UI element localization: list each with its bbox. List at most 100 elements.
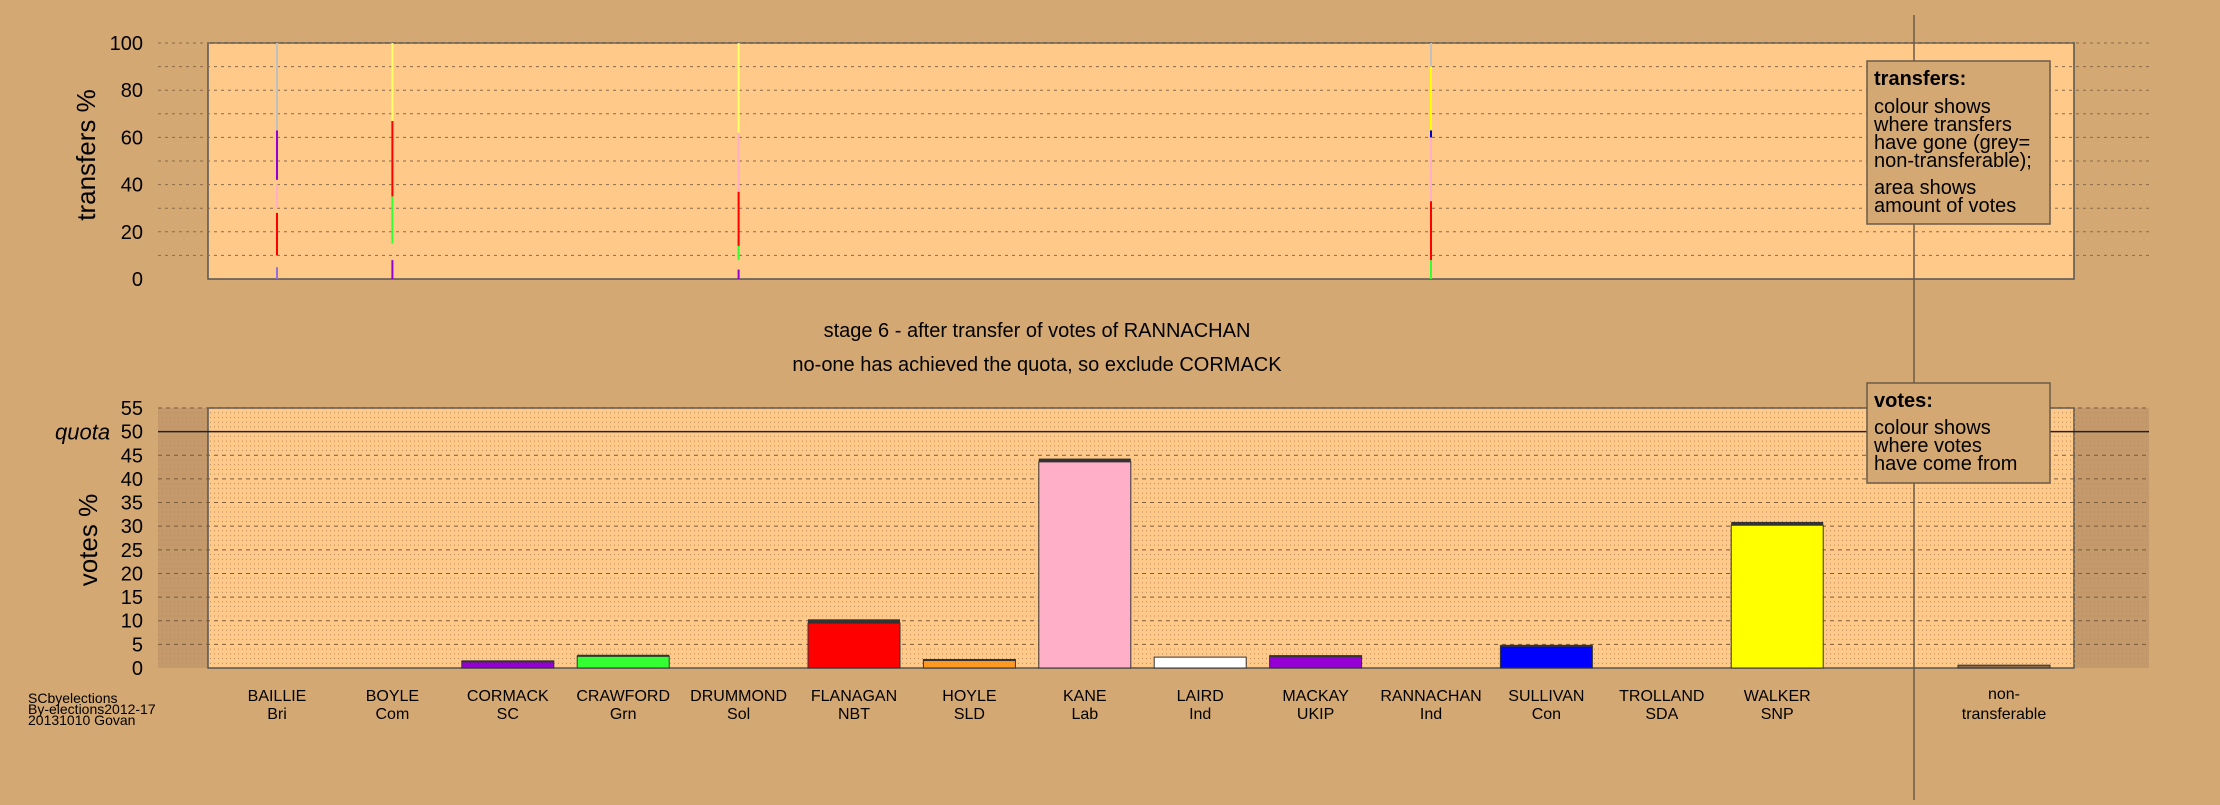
vote-bar <box>576 655 670 669</box>
transfers-legend-line: non-transferable); <box>1874 150 2032 172</box>
y-tick-label: 45 <box>121 445 143 467</box>
votes-legend-line: colour shows <box>1874 417 1991 439</box>
transfer-strip-segment <box>391 196 394 244</box>
votes-legend-box <box>1866 382 2051 484</box>
transfers-legend-title: transfers: <box>1874 68 1966 90</box>
non-transferable-label: non- <box>1988 686 2020 703</box>
credit-line: By-elections2012-17 <box>28 701 156 717</box>
credit-line: SCbyelections <box>28 690 118 706</box>
non-transferable-bar <box>1957 664 2051 669</box>
transfer-strip-segment <box>737 43 740 133</box>
y-tick-label: 80 <box>121 80 143 102</box>
y-tick-label: 0 <box>132 658 143 680</box>
transfer-strip-segment <box>391 120 394 197</box>
y-tick-label: 60 <box>121 127 143 149</box>
candidate-party: Lab <box>1071 706 1098 723</box>
transfer-strip-segment <box>1430 201 1432 261</box>
candidate-party: SNP <box>1761 706 1794 723</box>
y-tick-label: 50 <box>121 422 143 444</box>
transfer-strip-segment <box>276 130 278 180</box>
vote-bar-transfer <box>1269 655 1362 658</box>
vote-bar <box>1499 645 1593 669</box>
credit-line: 20131010 Govan <box>28 712 135 728</box>
y-tick-label: 20 <box>121 222 143 244</box>
vote-bar <box>1038 461 1132 669</box>
candidate-name: KANE <box>1063 688 1107 705</box>
candidate-name: LAIRD <box>1177 688 1224 705</box>
vote-bar-transfer <box>577 654 670 657</box>
transfers-legend: transfers: colour shows where transfers … <box>1866 60 2051 225</box>
y-tick-label: 25 <box>121 540 143 562</box>
vote-bar-transfer <box>461 660 554 663</box>
transfer-strip-segment <box>276 267 278 279</box>
candidate-party: Con <box>1532 706 1561 723</box>
vote-bar <box>1730 524 1824 669</box>
transfer-strip-segment <box>737 269 740 279</box>
candidate-name: BAILLIE <box>248 688 307 705</box>
candidate-name: MACKAY <box>1282 688 1349 705</box>
candidate-party: UKIP <box>1297 706 1334 723</box>
transfer-strip-segment <box>276 212 278 256</box>
candidate-party: Sol <box>727 706 750 723</box>
y-tick-label: 0 <box>132 269 143 291</box>
votes-legend-line: have come from <box>1874 453 2017 475</box>
transfer-strip-segment <box>1430 260 1432 279</box>
candidate-name: CORMACK <box>467 688 549 705</box>
transfer-strip-segment <box>391 260 394 279</box>
transfer-strip-segment <box>1430 66 1432 131</box>
votes-margin-right <box>2074 408 2149 668</box>
quota-label: quota <box>55 420 110 445</box>
votes-margin-left <box>158 408 208 668</box>
votes-legend-line: where votes <box>1873 435 1982 457</box>
transfers-legend-box <box>1866 60 2051 225</box>
vote-bar-transfer <box>923 659 1016 662</box>
transfers-y-ticks: 0 20 40 60 80 100 <box>110 33 143 291</box>
transfers-gridlines <box>158 42 2149 256</box>
votes-legend: votes: colour shows where votes have com… <box>1866 382 2051 484</box>
vote-bar-transfer <box>808 619 900 624</box>
vote-bar-transfer <box>1038 458 1131 462</box>
candidate-name: DRUMMOND <box>690 688 787 705</box>
transfers-legend-line: where transfers <box>1873 114 2012 136</box>
transfer-strip-segment <box>1430 137 1432 202</box>
y-tick-label: 15 <box>121 587 143 609</box>
stage-title: stage 6 - after transfer of votes of RAN… <box>824 320 1251 342</box>
y-tick-label: 40 <box>121 175 143 197</box>
transfer-strip-segment <box>391 43 394 121</box>
candidate-name: SULLIVAN <box>1508 688 1584 705</box>
y-tick-label: 20 <box>121 563 143 585</box>
transfers-y-axis-label: transfers % <box>71 89 101 221</box>
candidate-name: HOYLE <box>942 688 996 705</box>
transfers-legend-line: area shows <box>1874 177 1976 199</box>
vote-bar <box>1153 656 1247 669</box>
vote-bars <box>461 458 2051 669</box>
y-tick-label: 100 <box>110 33 143 55</box>
candidate-name: WALKER <box>1744 688 1811 705</box>
candidate-party: NBT <box>838 706 870 723</box>
transfers-legend-line: colour shows <box>1874 96 1991 118</box>
votes-y-axis-label: votes % <box>73 494 103 587</box>
candidate-party: Ind <box>1420 706 1442 723</box>
transfer-strip-segment <box>737 191 740 246</box>
stage-subtitle: no-one has achieved the quota, so exclud… <box>792 354 1282 376</box>
y-tick-label: 40 <box>121 469 143 491</box>
transfers-legend-line: have gone (grey= <box>1874 132 2030 154</box>
vote-bar <box>1269 655 1363 669</box>
candidate-party: SLD <box>954 706 985 723</box>
transfer-strip-segment <box>276 43 278 131</box>
transfer-strip-segment <box>1430 130 1432 138</box>
candidate-party: Ind <box>1189 706 1211 723</box>
y-tick-label: 55 <box>121 398 143 420</box>
candidate-party: Com <box>376 706 410 723</box>
transfers-legend-line: amount of votes <box>1874 195 2016 217</box>
candidate-party: Grn <box>610 706 637 723</box>
candidate-party: SC <box>497 706 519 723</box>
candidate-party: Bri <box>267 706 287 723</box>
candidate-name: BOYLE <box>366 688 419 705</box>
y-tick-label: 5 <box>132 634 143 656</box>
y-tick-label: 10 <box>121 611 143 633</box>
vote-bar <box>807 622 901 669</box>
